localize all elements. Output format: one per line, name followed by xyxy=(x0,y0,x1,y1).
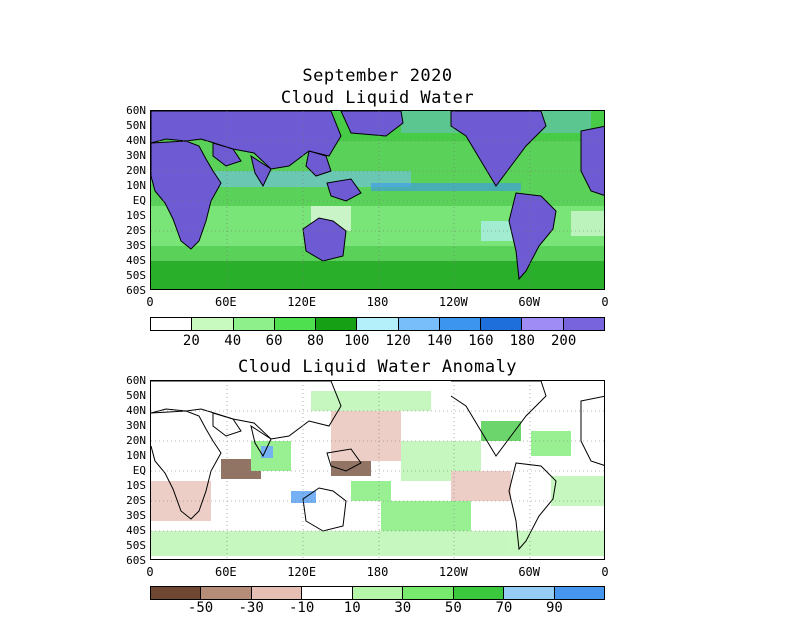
cloud-liquid-water-map xyxy=(150,110,605,290)
colorbar-swatch xyxy=(481,318,523,330)
colorbar-swatch xyxy=(233,318,275,330)
colorbar-tick-label: 50 xyxy=(444,600,462,616)
lat-label: 50N xyxy=(126,389,146,402)
lon-label: 0 xyxy=(146,295,154,309)
lat-label: 40N xyxy=(126,404,146,417)
lat-label: 50S xyxy=(126,539,146,552)
figure-title: September 2020 xyxy=(302,66,453,86)
lat-label: 30N xyxy=(126,149,146,162)
lat-label: 20S xyxy=(126,494,146,507)
colorbar-tick-label: 40 xyxy=(224,333,242,349)
lon-label: 60E xyxy=(214,295,237,309)
colorbar-swatch xyxy=(357,318,399,330)
colorbar-swatch xyxy=(274,318,317,330)
lat-label: 40S xyxy=(126,254,146,267)
lat-label: 50S xyxy=(126,269,146,282)
cloud-liquid-water-anomaly-map xyxy=(150,380,605,560)
colorbar-tick-label: 120 xyxy=(385,333,411,349)
lat-label: 20N xyxy=(126,434,146,447)
lat-label: 60N xyxy=(126,104,146,117)
lat-label: 10N xyxy=(126,179,146,192)
colorbar-tick-label: 100 xyxy=(344,333,370,349)
bottom-colorbar xyxy=(150,586,605,600)
lat-label: 10S xyxy=(126,479,146,492)
lon-label: 60E xyxy=(214,565,237,579)
top-map-subtitle: Cloud Liquid Water xyxy=(280,88,475,108)
colorbar-swatch xyxy=(151,318,193,330)
colorbar-swatch xyxy=(151,587,202,599)
colorbar-tick-label: 160 xyxy=(468,333,494,349)
lat-label: 30N xyxy=(126,419,146,432)
lat-label: 30S xyxy=(126,239,146,252)
lon-label: 0 xyxy=(146,565,154,579)
colorbar-tick-label: 200 xyxy=(550,333,577,349)
lat-label: 10S xyxy=(126,209,146,222)
colorbar-swatch xyxy=(439,318,482,330)
colorbar-tick-label: 20 xyxy=(182,333,200,349)
colorbar-tick-label: 10 xyxy=(343,600,361,616)
lon-label: 120E xyxy=(287,295,317,309)
colorbar-swatch xyxy=(522,318,564,330)
lon-label: 120E xyxy=(287,565,317,579)
lat-label: EQ xyxy=(132,464,146,477)
colorbar-tick-label: 80 xyxy=(307,333,324,349)
colorbar-swatch xyxy=(554,587,604,599)
colorbar-swatch xyxy=(352,587,404,599)
lat-label: 50N xyxy=(126,119,146,132)
lat-label: 30S xyxy=(126,509,146,522)
lon-label: 120W xyxy=(438,295,468,309)
colorbar-swatch xyxy=(251,587,303,599)
colorbar-swatch xyxy=(192,318,234,330)
colorbar-swatch xyxy=(504,587,555,599)
lat-label: 60N xyxy=(126,374,146,387)
colorbar-swatch xyxy=(563,318,604,330)
colorbar-tick-label: 70 xyxy=(495,600,513,616)
colorbar-swatch xyxy=(302,587,353,599)
colorbar-tick-label: 30 xyxy=(394,600,412,616)
lon-label: 60W xyxy=(518,565,540,579)
lon-label: 60W xyxy=(518,295,540,309)
colorbar-tick-label: 140 xyxy=(426,333,453,349)
lat-label: 10N xyxy=(126,449,146,462)
colorbar-swatch xyxy=(453,587,505,599)
colorbar-swatch xyxy=(201,587,252,599)
lat-label: 20S xyxy=(126,224,146,237)
bottom-map-subtitle: Cloud Liquid Water Anomaly xyxy=(237,357,518,377)
colorbar-tick-label: -50 xyxy=(187,600,214,616)
lon-label: 180 xyxy=(366,295,389,309)
colorbar-tick-label: 60 xyxy=(265,333,283,349)
lon-label: 180 xyxy=(366,565,389,579)
lat-label: 20N xyxy=(126,164,146,177)
colorbar-tick-label: 180 xyxy=(509,333,535,349)
colorbar-swatch xyxy=(398,318,440,330)
lat-label: 40S xyxy=(126,524,146,537)
lat-label: EQ xyxy=(132,194,146,207)
lat-label: 60S xyxy=(126,554,146,567)
top-colorbar xyxy=(150,317,605,331)
colorbar-swatch xyxy=(316,318,358,330)
lon-label: 120W xyxy=(438,565,468,579)
lat-label: 40N xyxy=(126,134,146,147)
lon-label: 0 xyxy=(601,565,609,579)
lat-label: 60S xyxy=(126,284,146,297)
colorbar-tick-label: -30 xyxy=(238,600,264,616)
lon-label: 0 xyxy=(601,295,609,309)
colorbar-tick-label: -10 xyxy=(289,600,315,616)
colorbar-swatch xyxy=(403,587,454,599)
colorbar-tick-label: 90 xyxy=(546,600,563,616)
